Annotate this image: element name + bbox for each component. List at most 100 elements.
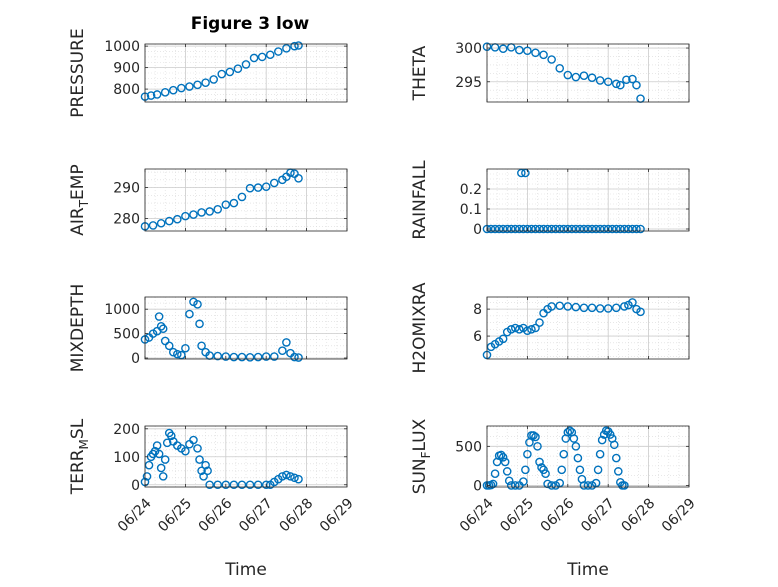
data-point: [531, 432, 540, 442]
data-point: [547, 302, 556, 311]
data-point: [515, 325, 524, 334]
data-point: [624, 224, 633, 234]
data-point: [636, 307, 645, 317]
x-tick-label: 06/29: [659, 495, 699, 535]
data-point: [515, 224, 524, 234]
data-point: [579, 303, 589, 313]
y-label-base: SUN: [410, 458, 430, 494]
data-point: [571, 72, 581, 82]
data-point: [521, 465, 530, 475]
data-point: [494, 224, 504, 234]
data-point: [164, 341, 174, 351]
y-tick-label: 0.2: [460, 182, 482, 198]
y-label-base: TERR: [68, 449, 88, 495]
data-point: [237, 192, 247, 202]
data-point: [168, 85, 178, 95]
data-point: [490, 469, 500, 479]
data-point: [185, 82, 194, 91]
data-point: [587, 303, 597, 313]
data-point: [158, 324, 168, 334]
data-point: [290, 352, 299, 362]
data-point: [515, 45, 524, 55]
data-point: [616, 224, 625, 234]
data-point: [245, 352, 255, 362]
y-tick-label: 280: [113, 212, 140, 228]
data-point: [539, 224, 548, 234]
data-point: [166, 431, 176, 441]
data-point: [620, 302, 629, 311]
data-point: [245, 183, 255, 193]
data-point: [201, 460, 210, 470]
y-tick-label: 500: [455, 439, 482, 455]
data-point: [555, 301, 565, 311]
data-point: [278, 472, 287, 481]
data-point: [185, 309, 194, 319]
data-point: [181, 343, 190, 353]
data-point: [555, 63, 565, 73]
data-point: [541, 469, 550, 479]
data-point: [146, 91, 156, 100]
data-point: [535, 318, 544, 327]
data-point: [616, 80, 625, 90]
data-point: [500, 457, 510, 467]
data-point: [253, 480, 263, 490]
data-point: [563, 70, 573, 80]
y-tick-label: 200: [113, 422, 140, 438]
data-point: [261, 182, 271, 191]
data-point: [539, 50, 548, 60]
data-point: [535, 224, 544, 234]
y-label-rest: SL: [68, 418, 88, 439]
subplot-mixdepth: 0 500 1000 MIXDEPTH: [68, 284, 348, 372]
data-point: [632, 80, 641, 90]
data-point: [245, 480, 255, 490]
data-point: [569, 434, 579, 443]
data-point: [261, 480, 271, 490]
data-point: [567, 224, 577, 234]
data-point: [603, 304, 613, 313]
data-point: [632, 224, 641, 234]
data-point: [571, 442, 581, 451]
x-tick-label: 06/27: [578, 495, 618, 535]
data-point: [488, 479, 498, 489]
axes-box: [486, 425, 690, 488]
x-tick-label: 06/27: [236, 495, 276, 535]
data-point: [593, 465, 603, 475]
data-point: [221, 480, 231, 490]
data-point: [579, 71, 589, 80]
data-point: [193, 444, 202, 453]
subplot-pressure: 800 900 1000 PRESSURE: [68, 28, 348, 118]
y-tick-label: 800: [113, 82, 140, 98]
data-point: [571, 224, 581, 234]
data-point: [531, 48, 540, 58]
y-tick-label: 290: [113, 181, 140, 197]
x-tick-label: 06/28: [277, 495, 317, 535]
data-point: [253, 183, 263, 192]
data-point: [573, 453, 583, 463]
data-point: [173, 214, 182, 224]
y-axis-label: TERRMSL: [68, 418, 91, 495]
y-label-rest: LUX: [410, 418, 430, 451]
y-tick-label: 6: [473, 329, 482, 345]
y-tick-label: 0: [473, 222, 482, 238]
data-point: [595, 449, 605, 459]
data-point: [559, 224, 569, 234]
data-point: [221, 352, 231, 361]
data-point: [233, 64, 243, 74]
data-point: [611, 79, 621, 89]
data-point: [523, 326, 532, 335]
data-point: [142, 472, 152, 481]
data-point: [197, 341, 206, 351]
data-point: [498, 224, 508, 234]
subplot-air_temp: 280 290 AIRTEMP: [68, 164, 348, 236]
y-axis-label: PRESSURE: [68, 28, 88, 117]
data-point: [557, 465, 567, 475]
axes-box: [144, 296, 348, 360]
data-point: [201, 78, 210, 87]
data-point: [527, 224, 536, 234]
data-point: [148, 221, 158, 230]
y-label-base: AIR: [68, 207, 88, 236]
data-point: [193, 80, 202, 90]
y-tick-label: 0: [131, 351, 140, 367]
data-point: [195, 319, 204, 329]
